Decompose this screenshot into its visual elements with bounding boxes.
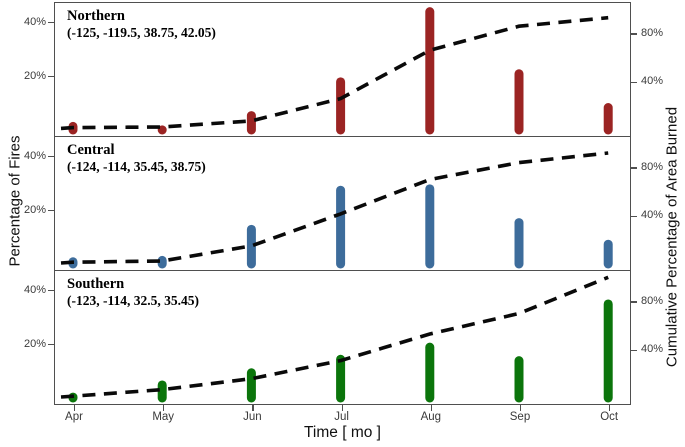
panel-plot-central xyxy=(60,151,613,269)
panel-central: Central (-124, -114, 35.45, 38.75) xyxy=(54,136,631,271)
left-tick-mark xyxy=(48,76,54,78)
right-tick-label: 40% xyxy=(641,343,664,356)
month-tick-mark xyxy=(609,405,611,411)
x-axis-title: Time [ mo ] xyxy=(304,424,381,441)
right-tick-mark xyxy=(631,215,637,217)
right-tick-mark xyxy=(631,33,637,35)
right-tick-label: 40% xyxy=(641,209,664,222)
left-tick-label: 40% xyxy=(23,15,46,28)
right-tick-mark xyxy=(631,81,637,83)
right-tick-mark xyxy=(631,349,637,351)
left-tick-mark xyxy=(48,22,54,24)
right-tick-label: 40% xyxy=(641,75,664,88)
left-tick-label: 20% xyxy=(23,337,46,350)
month-tick-mark xyxy=(341,405,343,411)
left-tick-mark xyxy=(48,290,54,292)
month-tick-mark xyxy=(252,405,254,411)
month-tick-mark xyxy=(74,405,76,411)
left-tick-label: 40% xyxy=(23,283,46,296)
cumulative-line-central xyxy=(60,151,609,265)
month-tick-label: May xyxy=(152,411,175,423)
panel-plot-northern xyxy=(60,7,613,135)
right-tick-label: 80% xyxy=(641,160,664,173)
month-tick-label: Apr xyxy=(65,411,83,423)
left-tick-mark xyxy=(48,210,54,212)
right-tick-label: 80% xyxy=(641,26,664,39)
y-axis-title-right: Cumulative Percentage of Area Burned xyxy=(663,106,681,368)
month-tick-label: Jul xyxy=(334,411,349,423)
left-tick-label: 40% xyxy=(23,149,46,162)
panel-southern: Southern (-123, -114, 32.5, 35.45) xyxy=(54,270,631,405)
month-tick-mark xyxy=(520,405,522,411)
right-tick-mark xyxy=(631,301,637,303)
right-tick-label: 80% xyxy=(641,294,664,307)
left-tick-label: 20% xyxy=(23,69,46,82)
left-tick-mark xyxy=(48,156,54,158)
panel-northern: Northern (-125, -119.5, 38.75, 42.05) xyxy=(54,2,631,137)
cumulative-line-northern xyxy=(60,15,609,131)
panel-plot-southern xyxy=(60,275,613,403)
month-tick-label: Sep xyxy=(509,411,531,423)
month-tick-label: Jun xyxy=(243,411,262,423)
month-tick-label: Oct xyxy=(600,411,619,423)
left-tick-mark xyxy=(48,344,54,346)
left-tick-label: 20% xyxy=(23,203,46,216)
month-tick-mark xyxy=(430,405,432,411)
month-tick-mark xyxy=(163,405,165,411)
right-tick-mark xyxy=(631,167,637,169)
month-tick-label: Aug xyxy=(420,411,442,423)
cumulative-line-southern xyxy=(60,275,609,399)
